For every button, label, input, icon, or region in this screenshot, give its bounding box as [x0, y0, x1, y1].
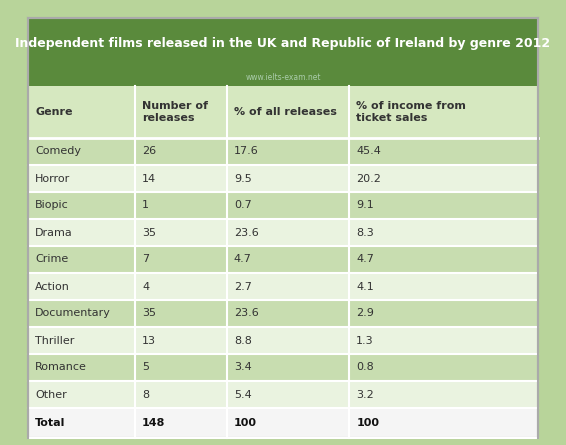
Text: 9.1: 9.1	[357, 201, 374, 210]
Text: 7: 7	[142, 255, 149, 264]
Text: Documentary: Documentary	[35, 308, 111, 319]
Text: 5: 5	[142, 363, 149, 372]
Bar	[28, 165, 538, 192]
Text: 1: 1	[142, 201, 149, 210]
Text: Total: Total	[35, 418, 66, 428]
Text: 4.7: 4.7	[234, 255, 252, 264]
Text: 13: 13	[142, 336, 156, 345]
Bar	[28, 408, 538, 438]
Text: 45.4: 45.4	[357, 146, 381, 157]
Text: 4: 4	[142, 282, 149, 291]
Text: 23.6: 23.6	[234, 227, 259, 238]
Text: 5.4: 5.4	[234, 389, 252, 400]
Text: Number of
releases: Number of releases	[142, 101, 208, 123]
Text: 148: 148	[142, 418, 165, 428]
Bar	[28, 70, 538, 86]
Text: Action: Action	[35, 282, 70, 291]
Text: 3.4: 3.4	[234, 363, 252, 372]
Text: Biopic: Biopic	[35, 201, 68, 210]
Bar	[28, 327, 538, 354]
Text: 8.8: 8.8	[234, 336, 252, 345]
Text: 26: 26	[142, 146, 156, 157]
Text: 14: 14	[142, 174, 156, 183]
Text: www.ielts-exam.net: www.ielts-exam.net	[245, 73, 321, 82]
Bar	[28, 86, 538, 138]
Text: 20.2: 20.2	[357, 174, 381, 183]
Text: Thriller: Thriller	[35, 336, 74, 345]
Bar	[28, 138, 538, 165]
Text: 35: 35	[142, 308, 156, 319]
Text: 3.2: 3.2	[357, 389, 374, 400]
Text: % of income from
ticket sales: % of income from ticket sales	[357, 101, 466, 123]
Text: 0.7: 0.7	[234, 201, 252, 210]
Text: 100: 100	[357, 418, 379, 428]
Text: Horror: Horror	[35, 174, 70, 183]
Bar	[28, 18, 538, 70]
Bar	[28, 300, 538, 327]
Text: 8.3: 8.3	[357, 227, 374, 238]
Text: 4.1: 4.1	[357, 282, 374, 291]
Text: 0.8: 0.8	[357, 363, 374, 372]
Text: Other: Other	[35, 389, 67, 400]
Text: Romance: Romance	[35, 363, 87, 372]
Text: 8: 8	[142, 389, 149, 400]
Text: 4.7: 4.7	[357, 255, 374, 264]
Text: 100: 100	[234, 418, 257, 428]
Text: 9.5: 9.5	[234, 174, 252, 183]
Bar	[28, 381, 538, 408]
Text: 2.9: 2.9	[357, 308, 374, 319]
Text: 1.3: 1.3	[357, 336, 374, 345]
Text: Crime: Crime	[35, 255, 68, 264]
Text: Independent films released in the UK and Republic of Ireland by genre 2012: Independent films released in the UK and…	[15, 37, 551, 50]
Bar	[28, 273, 538, 300]
Bar	[28, 354, 538, 381]
Bar	[28, 246, 538, 273]
Text: Genre: Genre	[35, 107, 72, 117]
Text: % of all releases: % of all releases	[234, 107, 337, 117]
Text: Comedy: Comedy	[35, 146, 81, 157]
Text: 23.6: 23.6	[234, 308, 259, 319]
Text: Drama: Drama	[35, 227, 73, 238]
Text: 17.6: 17.6	[234, 146, 259, 157]
Text: 35: 35	[142, 227, 156, 238]
Bar	[28, 219, 538, 246]
Bar	[28, 192, 538, 219]
Text: 2.7: 2.7	[234, 282, 252, 291]
